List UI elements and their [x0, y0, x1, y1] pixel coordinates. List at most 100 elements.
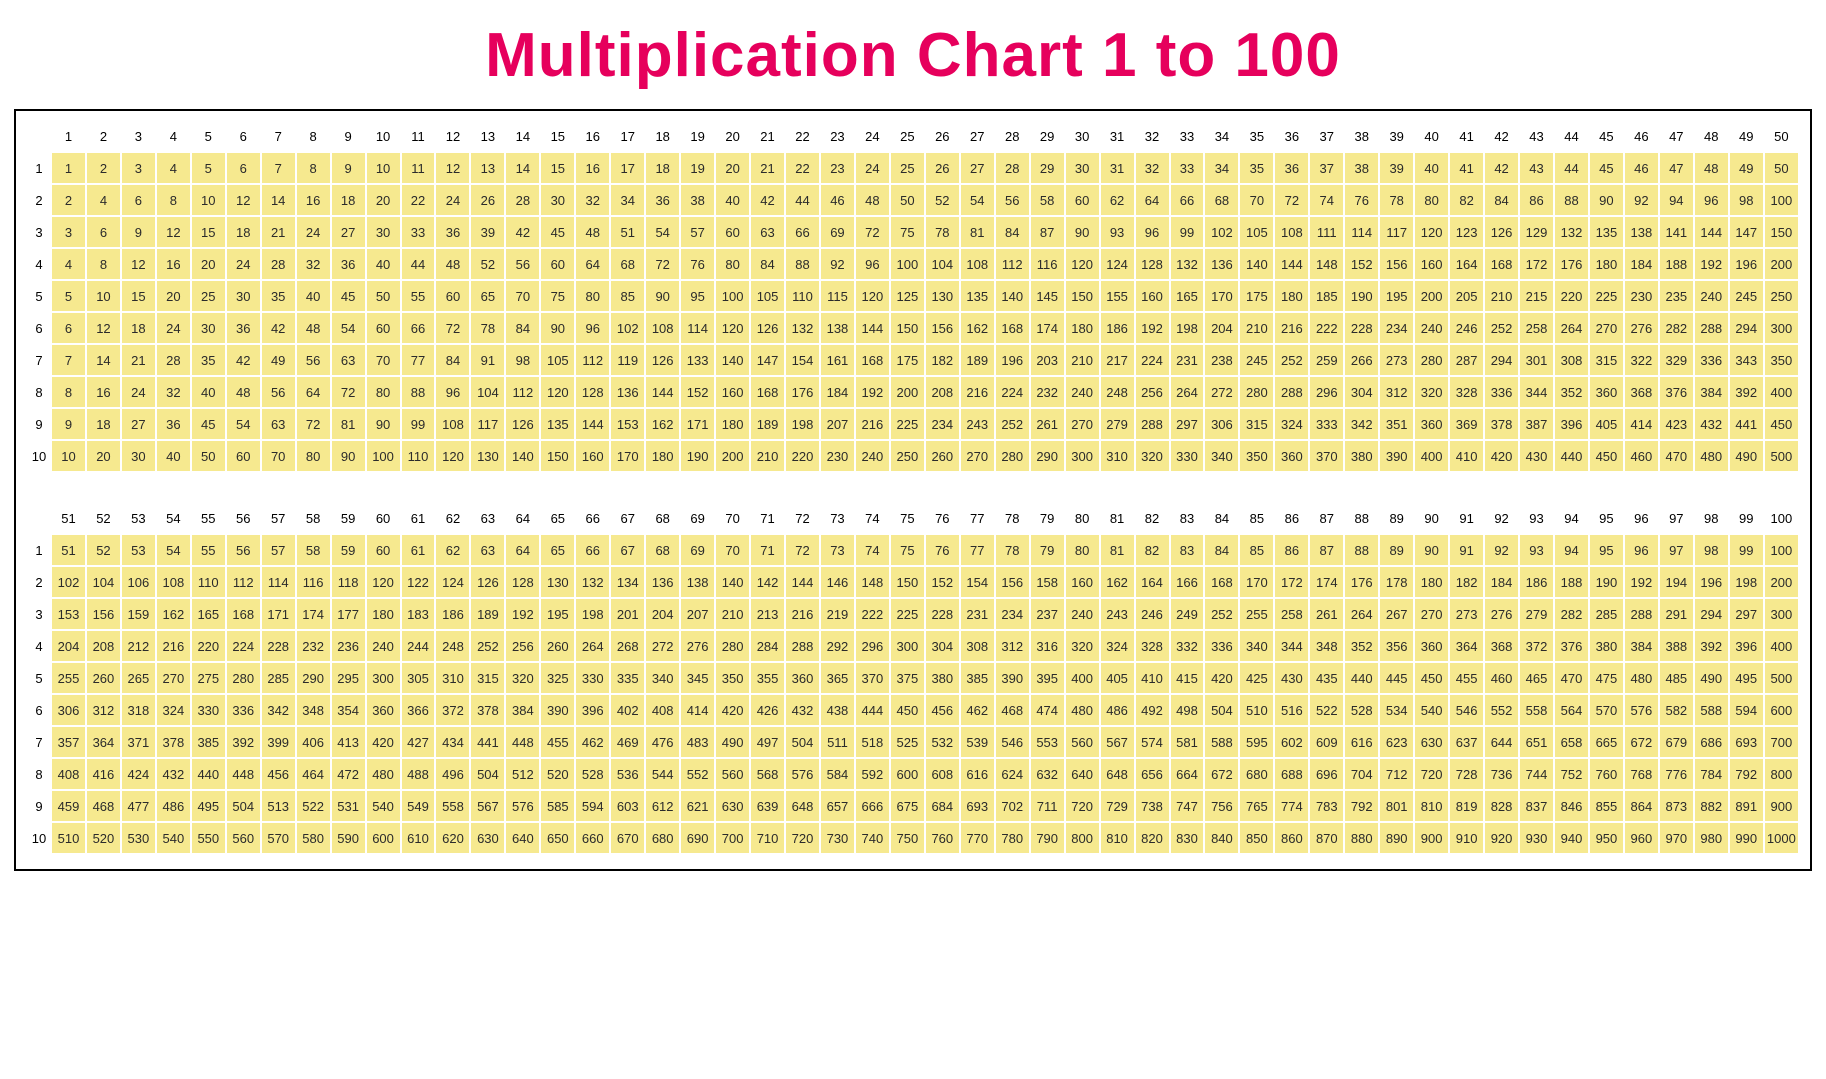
product-cell: 95: [681, 281, 714, 311]
product-cell: 276: [1485, 599, 1518, 629]
product-cell: 2: [87, 153, 120, 183]
row-header: 3: [28, 599, 50, 629]
product-cell: 20: [192, 249, 225, 279]
product-cell: 30: [1066, 153, 1099, 183]
product-cell: 320: [1066, 631, 1099, 661]
product-cell: 42: [751, 185, 784, 215]
product-cell: 36: [646, 185, 679, 215]
product-cell: 20: [87, 441, 120, 471]
product-cell: 156: [87, 599, 120, 629]
product-cell: 124: [1101, 249, 1134, 279]
product-cell: 567: [1101, 727, 1134, 757]
product-cell: 30: [541, 185, 574, 215]
product-cell: 736: [1485, 759, 1518, 789]
col-header: 96: [1625, 503, 1658, 533]
product-cell: 750: [891, 823, 924, 853]
product-cell: 10: [192, 185, 225, 215]
product-cell: 704: [1345, 759, 1378, 789]
product-cell: 594: [576, 791, 609, 821]
product-cell: 430: [1275, 663, 1308, 693]
product-cell: 680: [646, 823, 679, 853]
col-header: 35: [1240, 121, 1273, 151]
product-cell: 42: [262, 313, 295, 343]
multiplication-table: 1234567891011121314151617181920212223242…: [26, 119, 1800, 473]
product-cell: 126: [646, 345, 679, 375]
product-cell: 171: [681, 409, 714, 439]
product-cell: 200: [1415, 281, 1448, 311]
product-cell: 66: [786, 217, 819, 247]
product-cell: 624: [996, 759, 1029, 789]
col-header: 49: [1730, 121, 1763, 151]
product-cell: 243: [961, 409, 994, 439]
product-cell: 54: [646, 217, 679, 247]
product-cell: 94: [1555, 535, 1588, 565]
product-cell: 456: [262, 759, 295, 789]
product-cell: 132: [1555, 217, 1588, 247]
product-cell: 459: [52, 791, 85, 821]
product-cell: 384: [1625, 631, 1658, 661]
product-cell: 621: [681, 791, 714, 821]
product-cell: 224: [227, 631, 260, 661]
product-cell: 19: [681, 153, 714, 183]
product-cell: 402: [611, 695, 644, 725]
product-cell: 63: [751, 217, 784, 247]
product-cell: 96: [436, 377, 469, 407]
product-cell: 765: [1240, 791, 1273, 821]
product-cell: 50: [192, 441, 225, 471]
product-cell: 243: [1101, 599, 1134, 629]
product-cell: 702: [996, 791, 1029, 821]
col-header: 28: [996, 121, 1029, 151]
product-cell: 630: [716, 791, 749, 821]
product-cell: 6: [52, 313, 85, 343]
product-cell: 427: [402, 727, 435, 757]
product-cell: 990: [1730, 823, 1763, 853]
product-cell: 370: [856, 663, 889, 693]
product-cell: 60: [716, 217, 749, 247]
product-cell: 88: [786, 249, 819, 279]
product-cell: 711: [1031, 791, 1064, 821]
product-cell: 460: [1625, 441, 1658, 471]
col-header: 33: [1171, 121, 1204, 151]
product-cell: 85: [1240, 535, 1273, 565]
product-cell: 430: [1520, 441, 1553, 471]
product-cell: 342: [262, 695, 295, 725]
product-cell: 112: [506, 377, 539, 407]
product-cell: 312: [996, 631, 1029, 661]
product-cell: 343: [1730, 345, 1763, 375]
row-header: 1: [28, 153, 50, 183]
product-cell: 13: [471, 153, 504, 183]
row-header: 7: [28, 727, 50, 757]
product-cell: 270: [157, 663, 190, 693]
product-cell: 316: [1031, 631, 1064, 661]
product-cell: 396: [1555, 409, 1588, 439]
product-cell: 180: [367, 599, 400, 629]
product-cell: 64: [297, 377, 330, 407]
product-cell: 180: [716, 409, 749, 439]
table-row: 2102104106108110112114116118120122124126…: [28, 567, 1798, 597]
product-cell: 147: [1730, 217, 1763, 247]
product-cell: 390: [541, 695, 574, 725]
col-header: 2: [87, 121, 120, 151]
product-cell: 780: [996, 823, 1029, 853]
product-cell: 602: [1275, 727, 1308, 757]
product-cell: 920: [1485, 823, 1518, 853]
product-cell: 265: [122, 663, 155, 693]
product-cell: 324: [1101, 631, 1134, 661]
product-cell: 285: [1590, 599, 1623, 629]
product-cell: 16: [576, 153, 609, 183]
product-cell: 26: [926, 153, 959, 183]
product-cell: 639: [751, 791, 784, 821]
product-cell: 66: [402, 313, 435, 343]
product-cell: 539: [961, 727, 994, 757]
product-cell: 140: [996, 281, 1029, 311]
product-cell: 33: [1171, 153, 1204, 183]
product-cell: 160: [1415, 249, 1448, 279]
product-cell: 102: [1205, 217, 1238, 247]
product-cell: 198: [1171, 313, 1204, 343]
product-cell: 144: [646, 377, 679, 407]
col-header: 81: [1101, 503, 1134, 533]
product-cell: 300: [1765, 599, 1798, 629]
product-cell: 232: [1031, 377, 1064, 407]
product-cell: 82: [1450, 185, 1483, 215]
product-cell: 52: [87, 535, 120, 565]
